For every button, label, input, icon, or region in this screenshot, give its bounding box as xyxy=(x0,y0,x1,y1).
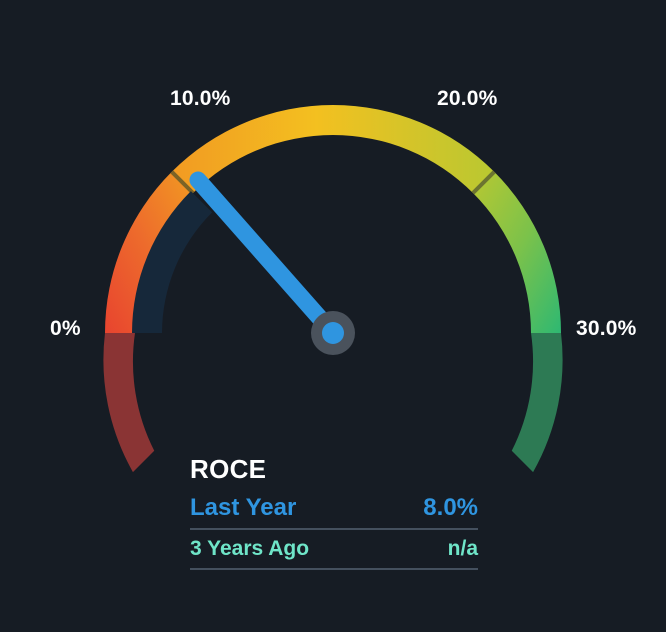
gauge-axis-label-0: 0% xyxy=(50,317,81,340)
gauge-band-10-20 xyxy=(171,105,495,193)
legend-row-last-year: Last Year 8.0% xyxy=(190,494,478,530)
gauge-tick-10-mark xyxy=(170,170,195,195)
legend-label-three-years-ago: 3 Years Ago xyxy=(190,537,310,560)
gauge-axis-label-30: 30.0% xyxy=(576,317,637,340)
legend-value-three-years-ago: n/a xyxy=(447,537,478,560)
gauge-band-below-zero xyxy=(103,333,155,473)
gauge-tick-20-mark xyxy=(471,170,496,195)
legend-title: ROCE xyxy=(190,454,267,484)
legend-value-last-year: 8.0% xyxy=(423,494,478,521)
gauge-axis-label-20: 20.0% xyxy=(437,87,498,110)
gauge-axis-label-10: 10.0% xyxy=(170,87,231,110)
gauge-legend: ROCE Last Year 8.0% 3 Years Ago n/a xyxy=(190,452,478,570)
gauge-needle xyxy=(189,171,342,342)
gauge-band-20-30 xyxy=(473,171,561,333)
gauge-progress-track xyxy=(132,191,213,333)
legend-label-last-year: Last Year xyxy=(190,494,297,521)
legend-row-three-years-ago: 3 Years Ago n/a xyxy=(190,530,478,570)
gauge-band-above-max xyxy=(511,333,563,473)
gauge-hub-center xyxy=(322,322,344,344)
